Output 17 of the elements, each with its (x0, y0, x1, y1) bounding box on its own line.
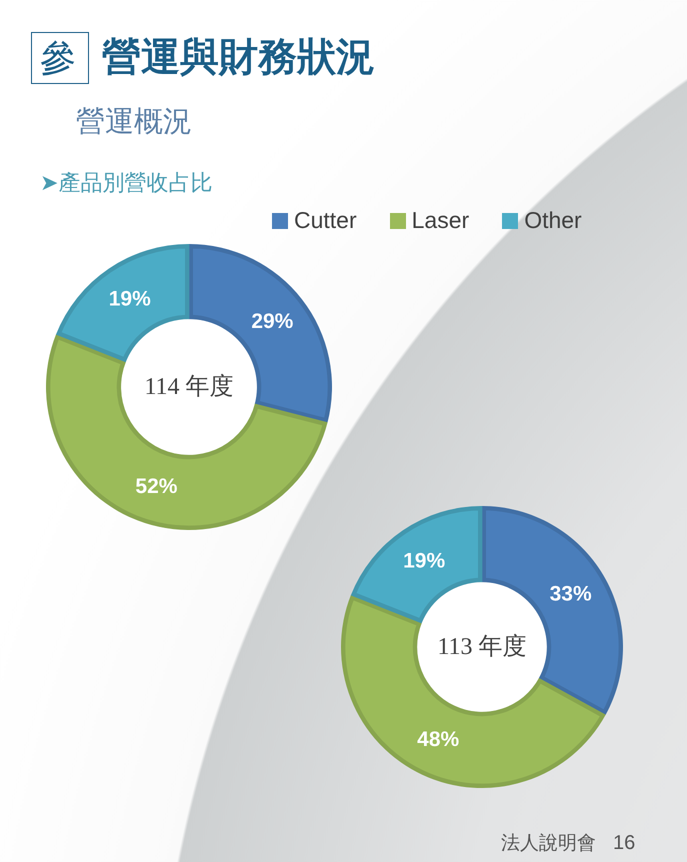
chart-title: 營運與財務狀況 (102, 36, 375, 81)
data-label: 19% (403, 550, 446, 573)
data-label: 48% (417, 728, 460, 751)
text: 113 年度 (437, 634, 527, 660)
data-label: 52% (135, 475, 178, 498)
text: 法人說明會 (501, 833, 596, 855)
text: ➤產品別營收占比 (40, 171, 212, 196)
data-label: 19% (108, 288, 152, 311)
legend-label: Cutter (294, 207, 357, 234)
text: 參 (40, 37, 76, 78)
data-label: 33% (550, 582, 592, 606)
text: 16 (613, 832, 636, 855)
legend-label: Laser (412, 207, 470, 234)
text: 114 年度 (144, 374, 234, 400)
data-label: 29% (251, 310, 294, 334)
legend-label: Other (524, 207, 582, 234)
chart-subtitle: 營運概況 (76, 106, 192, 140)
